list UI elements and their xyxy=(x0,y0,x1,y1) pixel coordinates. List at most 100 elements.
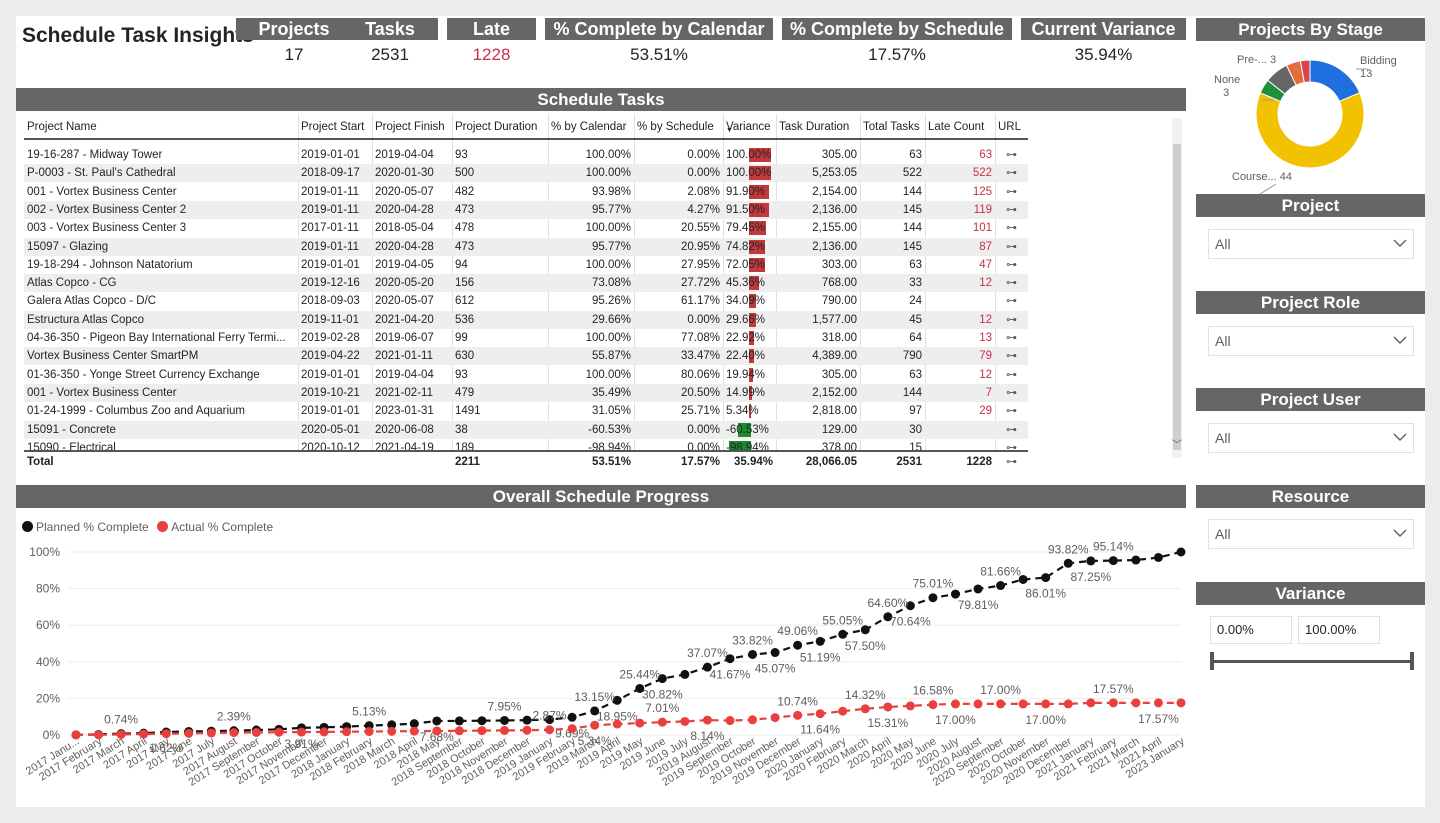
data-point-planned[interactable] xyxy=(522,715,532,725)
table-row[interactable]: 04-36-350 - Pigeon Bay International Fer… xyxy=(24,329,1028,347)
data-point-actual[interactable] xyxy=(206,728,216,738)
data-point-planned[interactable] xyxy=(567,712,577,722)
link-icon[interactable]: ⊶ xyxy=(1006,258,1017,271)
link-icon[interactable]: ⊶ xyxy=(1006,203,1017,216)
variance-slider-max-handle[interactable] xyxy=(1410,652,1414,670)
data-point-actual[interactable] xyxy=(1063,699,1073,709)
column-header[interactable]: Project Start xyxy=(301,121,365,133)
data-point-actual[interactable] xyxy=(567,724,577,734)
data-point-planned[interactable] xyxy=(477,716,487,726)
legend-actual[interactable]: Actual % Complete xyxy=(157,520,273,534)
data-point-actual[interactable] xyxy=(1018,699,1028,709)
table-row[interactable]: 001 - Vortex Business Center 2019-10-21 20… xyxy=(24,383,1028,402)
table-row[interactable]: 01-24-1999 - Columbus Zoo and Aquarium 20… xyxy=(24,402,1028,420)
data-point-actual[interactable] xyxy=(928,700,938,710)
data-point-actual[interactable] xyxy=(387,726,397,736)
column-header[interactable]: Late Count xyxy=(928,121,985,133)
data-point-planned[interactable] xyxy=(748,649,758,659)
column-header[interactable]: Total Tasks xyxy=(863,121,920,133)
scroll-down-icon[interactable]: ﹀ xyxy=(1172,440,1182,451)
link-icon[interactable]: ⊶ xyxy=(1006,423,1017,436)
variance-min-input[interactable]: 0.00% xyxy=(1210,616,1292,644)
data-point-actual[interactable] xyxy=(184,728,194,738)
data-point-actual[interactable] xyxy=(590,720,600,730)
link-icon[interactable]: ⊶ xyxy=(1006,167,1017,180)
data-point-actual[interactable] xyxy=(364,727,374,737)
data-point-actual[interactable] xyxy=(635,718,645,728)
data-point-planned[interactable] xyxy=(409,719,419,729)
table-row[interactable]: 19-18-294 - Johnson Natatorium 2019-01-01… xyxy=(24,256,1028,274)
data-point-actual[interactable] xyxy=(274,727,284,737)
data-point-actual[interactable] xyxy=(71,730,81,740)
data-point-actual[interactable] xyxy=(950,699,960,709)
table-scrollbar-thumb[interactable] xyxy=(1173,144,1181,450)
link-icon[interactable]: ⊶ xyxy=(1006,350,1017,363)
data-point-planned[interactable] xyxy=(590,706,600,716)
column-header[interactable]: Project Duration xyxy=(455,121,538,133)
data-point-planned[interactable] xyxy=(928,593,938,603)
data-point-planned[interactable] xyxy=(702,662,712,672)
data-point-planned[interactable] xyxy=(499,715,509,725)
legend-planned[interactable]: Planned % Complete xyxy=(22,520,149,534)
link-icon[interactable]: ⊶ xyxy=(1006,332,1017,344)
data-point-planned[interactable] xyxy=(973,584,983,594)
table-row[interactable]: P-0003 - St. Paul's Cathedral 2018-09-17 2… xyxy=(24,164,1028,183)
data-point-planned[interactable] xyxy=(1041,573,1051,583)
data-point-actual[interactable] xyxy=(1108,698,1118,708)
data-point-actual[interactable] xyxy=(499,725,509,735)
table-row[interactable]: 001 - Vortex Business Center 2019-01-11 20… xyxy=(24,183,1028,201)
column-header[interactable]: URL xyxy=(998,121,1022,133)
link-icon[interactable]: ⊶ xyxy=(1006,277,1017,290)
data-point-planned[interactable] xyxy=(1176,547,1186,557)
link-icon[interactable]: ⊶ xyxy=(1006,240,1017,253)
data-point-actual[interactable] xyxy=(161,729,171,739)
column-header[interactable]: % by Schedule xyxy=(637,121,714,133)
data-point-actual[interactable] xyxy=(1041,699,1051,709)
data-point-actual[interactable] xyxy=(545,725,555,735)
data-point-actual[interactable] xyxy=(996,699,1006,709)
table-row[interactable]: 01-36-350 - Yonge Street Currency Exchan… xyxy=(24,366,1028,384)
data-point-actual[interactable] xyxy=(454,726,464,736)
data-point-actual[interactable] xyxy=(725,716,735,726)
link-icon[interactable]: ⊶ xyxy=(1006,295,1017,308)
link-icon[interactable]: ⊶ xyxy=(1006,313,1017,326)
data-point-actual[interactable] xyxy=(251,727,261,737)
data-point-actual[interactable] xyxy=(229,728,239,738)
data-point-planned[interactable] xyxy=(387,720,397,730)
link-icon[interactable]: ⊶ xyxy=(1006,386,1017,399)
data-point-actual[interactable] xyxy=(94,730,104,740)
link-icon[interactable]: ⊶ xyxy=(1006,441,1017,454)
link-icon[interactable]: ⊶ xyxy=(1006,149,1017,161)
project-role-dropdown[interactable]: All xyxy=(1208,326,1414,356)
resource-dropdown[interactable]: All xyxy=(1208,519,1414,549)
data-point-planned[interactable] xyxy=(860,625,870,635)
data-point-actual[interactable] xyxy=(1176,698,1186,708)
data-point-actual[interactable] xyxy=(680,716,690,726)
table-row[interactable]: Vortex Business Center SmartPM 2019-04-22… xyxy=(24,347,1028,366)
data-point-planned[interactable] xyxy=(680,669,690,679)
data-point-actual[interactable] xyxy=(409,726,419,736)
table-row[interactable]: 19-16-287 - Midway Tower 2019-01-01 2019-0… xyxy=(24,146,1028,164)
data-point-actual[interactable] xyxy=(702,715,712,725)
donut-slice[interactable] xyxy=(1299,59,1311,84)
data-point-actual[interactable] xyxy=(522,725,532,735)
data-point-planned[interactable] xyxy=(770,648,780,658)
table-row[interactable]: 15097 - Glazing 2019-01-11 2020-04-28 473 95… xyxy=(24,237,1028,256)
data-point-actual[interactable] xyxy=(815,709,825,719)
donut-slice[interactable] xyxy=(1255,92,1365,169)
data-point-actual[interactable] xyxy=(793,710,803,720)
data-point-planned[interactable] xyxy=(883,612,893,622)
data-point-planned[interactable] xyxy=(815,636,825,646)
data-point-actual[interactable] xyxy=(883,702,893,712)
table-row[interactable]: Atlas Copco - CG 2019-12-16 2020-05-20 156 7… xyxy=(24,274,1028,293)
data-point-actual[interactable] xyxy=(297,727,307,737)
data-point-planned[interactable] xyxy=(793,640,803,650)
variance-slider-min-handle[interactable] xyxy=(1210,652,1214,670)
data-point-actual[interactable] xyxy=(1153,698,1163,708)
project-dropdown[interactable]: All xyxy=(1208,229,1414,259)
link-icon[interactable]: ⊶ xyxy=(1006,222,1017,235)
data-point-actual[interactable] xyxy=(1131,698,1141,708)
column-header[interactable]: Project Finish xyxy=(375,121,445,133)
link-icon[interactable]: ⊶ xyxy=(1006,456,1017,468)
data-point-planned[interactable] xyxy=(1131,555,1141,565)
